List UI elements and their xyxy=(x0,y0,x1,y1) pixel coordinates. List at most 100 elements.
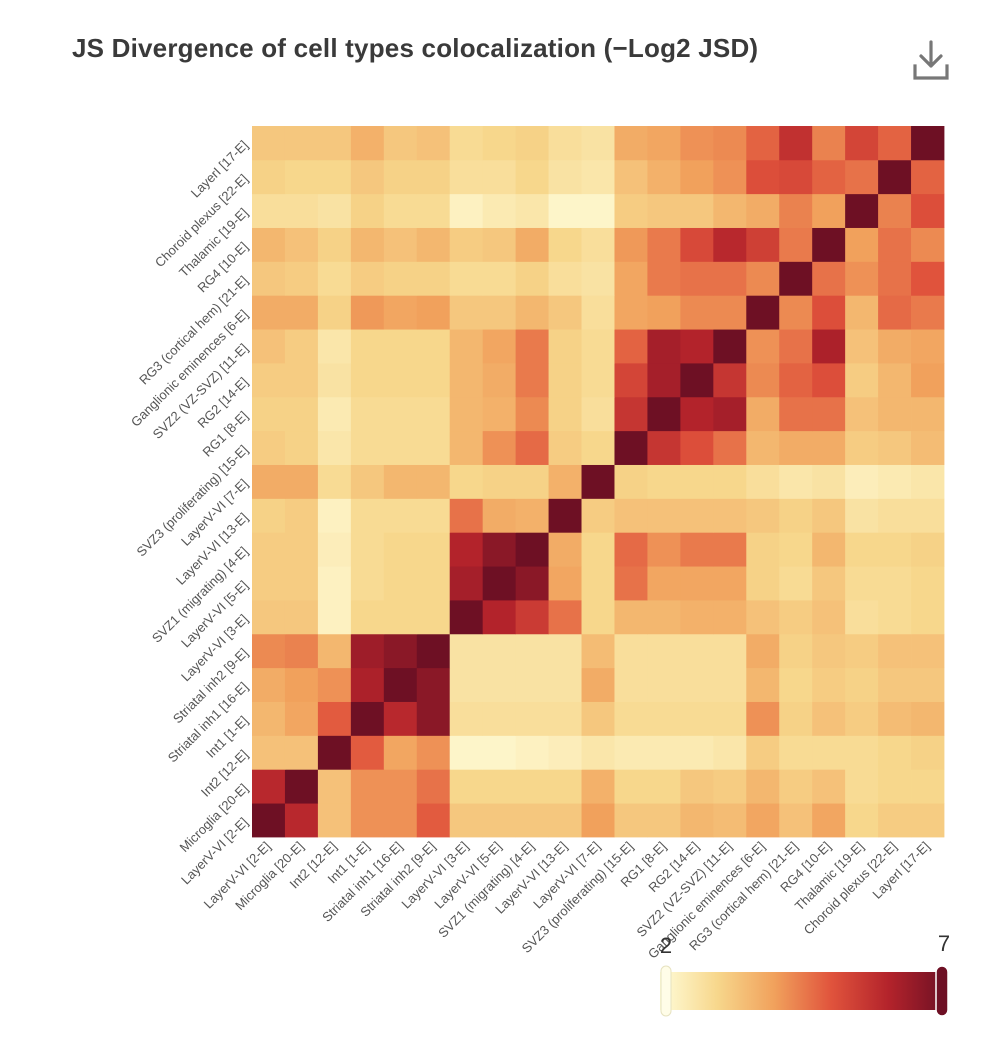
heatmap-cell[interactable] xyxy=(548,396,582,432)
heatmap-cell[interactable] xyxy=(482,126,517,161)
heatmap-cell[interactable] xyxy=(779,464,813,499)
heatmap-cell[interactable] xyxy=(614,430,648,465)
heatmap-cell[interactable] xyxy=(383,363,418,398)
heatmap-cell[interactable] xyxy=(581,227,615,262)
heatmap-cell[interactable] xyxy=(614,600,648,635)
heatmap-cell[interactable] xyxy=(317,498,352,533)
heatmap-cell[interactable] xyxy=(350,532,385,567)
heatmap-cell[interactable] xyxy=(845,430,879,465)
heatmap-cell[interactable] xyxy=(779,159,813,195)
heatmap-cell[interactable] xyxy=(252,532,286,567)
heatmap-cell[interactable] xyxy=(713,735,747,770)
heatmap-cell[interactable] xyxy=(746,193,780,228)
heatmap-cell[interactable] xyxy=(614,532,648,567)
heatmap-cell[interactable] xyxy=(680,193,714,228)
heatmap-cell[interactable] xyxy=(383,566,418,601)
heatmap-cell[interactable] xyxy=(647,396,681,432)
heatmap-cell[interactable] xyxy=(350,464,385,499)
heatmap-cell[interactable] xyxy=(317,295,352,330)
heatmap-cell[interactable] xyxy=(284,735,319,770)
heatmap-cell[interactable] xyxy=(449,735,484,770)
heatmap-cell[interactable] xyxy=(647,498,681,533)
heatmap-cell[interactable] xyxy=(252,667,286,702)
heatmap-cell[interactable] xyxy=(779,295,813,330)
heatmap-cell[interactable] xyxy=(878,667,912,702)
heatmap-cell[interactable] xyxy=(515,735,549,770)
heatmap-cell[interactable] xyxy=(317,600,352,635)
heatmap-cell[interactable] xyxy=(845,803,879,838)
heatmap-cell[interactable] xyxy=(350,633,385,669)
heatmap-cell[interactable] xyxy=(713,261,747,296)
heatmap-cell[interactable] xyxy=(713,227,747,262)
heatmap-cell[interactable] xyxy=(713,430,747,465)
heatmap-cell[interactable] xyxy=(449,600,484,635)
heatmap-cell[interactable] xyxy=(647,261,681,296)
heatmap-cell[interactable] xyxy=(746,159,780,195)
heatmap-cell[interactable] xyxy=(812,532,846,567)
heatmap-cell[interactable] xyxy=(482,566,517,601)
heatmap-cell[interactable] xyxy=(647,600,681,635)
heatmap-cell[interactable] xyxy=(779,600,813,635)
heatmap-cell[interactable] xyxy=(713,803,747,838)
heatmap-cell[interactable] xyxy=(680,464,714,499)
heatmap-cell[interactable] xyxy=(911,701,945,736)
heatmap-cell[interactable] xyxy=(482,193,517,228)
heatmap-cell[interactable] xyxy=(515,803,549,838)
heatmap-cell[interactable] xyxy=(647,295,681,330)
heatmap-cell[interactable] xyxy=(383,803,418,838)
heatmap-cell[interactable] xyxy=(317,261,352,296)
heatmap-cell[interactable] xyxy=(647,329,681,364)
heatmap-cell[interactable] xyxy=(548,430,582,465)
heatmap-cell[interactable] xyxy=(911,803,945,838)
heatmap-cell[interactable] xyxy=(779,532,813,567)
heatmap-cell[interactable] xyxy=(845,600,879,635)
heatmap-cell[interactable] xyxy=(416,227,451,262)
heatmap-cell[interactable] xyxy=(581,396,615,432)
heatmap-cell[interactable] xyxy=(812,261,846,296)
heatmap-cell[interactable] xyxy=(746,430,780,465)
heatmap-cell[interactable] xyxy=(680,498,714,533)
heatmap-cell[interactable] xyxy=(614,735,648,770)
heatmap-cell[interactable] xyxy=(383,498,418,533)
heatmap-cell[interactable] xyxy=(647,566,681,601)
heatmap-cell[interactable] xyxy=(911,295,945,330)
heatmap-cell[interactable] xyxy=(746,735,780,770)
heatmap-cell[interactable] xyxy=(713,464,747,499)
heatmap-cell[interactable] xyxy=(515,498,549,533)
heatmap-cell[interactable] xyxy=(647,159,681,195)
heatmap-cell[interactable] xyxy=(614,159,648,195)
heatmap-cell[interactable] xyxy=(779,227,813,262)
heatmap-cell[interactable] xyxy=(350,769,385,804)
heatmap-cell[interactable] xyxy=(252,464,286,499)
heatmap-cell[interactable] xyxy=(614,329,648,364)
heatmap-cell[interactable] xyxy=(482,769,517,804)
heatmap-cell[interactable] xyxy=(713,329,747,364)
heatmap-cell[interactable] xyxy=(746,566,780,601)
heatmap-cell[interactable] xyxy=(449,295,484,330)
heatmap-cell[interactable] xyxy=(252,430,286,465)
heatmap-cell[interactable] xyxy=(812,363,846,398)
heatmap-cell[interactable] xyxy=(350,430,385,465)
heatmap-cell[interactable] xyxy=(482,633,517,669)
heatmap-cell[interactable] xyxy=(482,430,517,465)
heatmap-cell[interactable] xyxy=(779,261,813,296)
heatmap-cell[interactable] xyxy=(252,329,286,364)
heatmap-cell[interactable] xyxy=(878,396,912,432)
heatmap-cell[interactable] xyxy=(416,193,451,228)
legend-handle-min[interactable] xyxy=(660,965,672,1017)
heatmap-cell[interactable] xyxy=(614,803,648,838)
heatmap-cell[interactable] xyxy=(911,396,945,432)
heatmap-cell[interactable] xyxy=(680,667,714,702)
heatmap-cell[interactable] xyxy=(548,600,582,635)
heatmap-cell[interactable] xyxy=(449,532,484,567)
heatmap-cell[interactable] xyxy=(845,396,879,432)
heatmap-cell[interactable] xyxy=(812,633,846,669)
heatmap-cell[interactable] xyxy=(647,363,681,398)
heatmap-cell[interactable] xyxy=(548,735,582,770)
heatmap-cell[interactable] xyxy=(911,498,945,533)
heatmap-cell[interactable] xyxy=(317,193,352,228)
heatmap-cell[interactable] xyxy=(779,701,813,736)
heatmap-cell[interactable] xyxy=(812,126,846,161)
heatmap-cell[interactable] xyxy=(845,532,879,567)
heatmap-cell[interactable] xyxy=(779,329,813,364)
